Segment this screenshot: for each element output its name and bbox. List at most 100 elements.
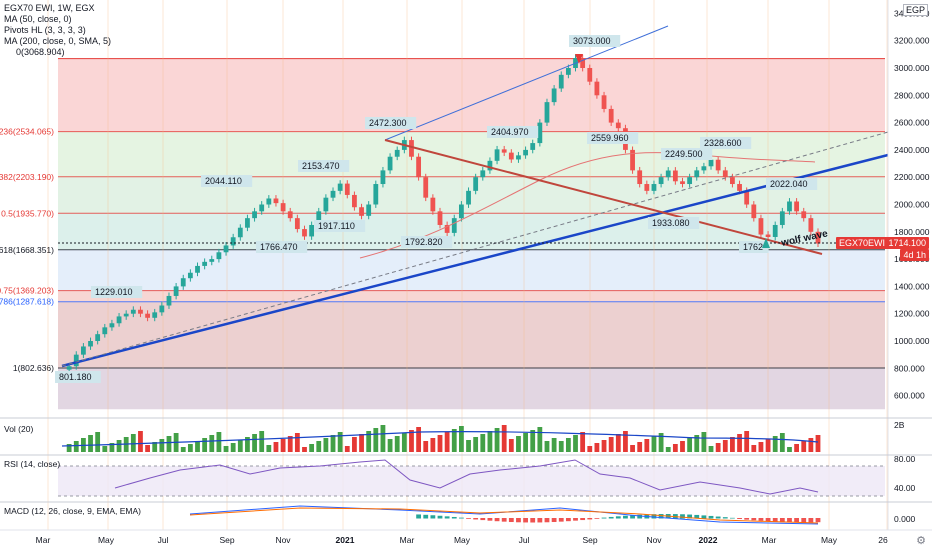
volume-bar: [216, 432, 222, 452]
volume-bar: [815, 435, 821, 452]
macd-hist-bar: [466, 518, 471, 519]
volume-bar: [88, 435, 93, 452]
candle-body: [337, 183, 343, 191]
macd-hist-bar: [651, 514, 657, 519]
settings-gear-icon[interactable]: ⚙: [916, 535, 926, 547]
macd-hist-bar: [680, 514, 685, 519]
candle-body: [309, 224, 315, 237]
pivots-legend[interactable]: Pivots HL (3, 3, 3, 3): [4, 25, 86, 35]
candle-body: [630, 149, 635, 171]
fib-level-label: 0.5(1935.770): [1, 208, 54, 218]
volume-bar: [715, 443, 721, 452]
candle-body: [130, 309, 136, 314]
pivot-label: 2472.300: [369, 118, 407, 128]
candle-body: [366, 204, 372, 216]
volume-bar: [558, 441, 564, 452]
volume-bar: [565, 438, 571, 452]
ma200-legend[interactable]: MA (200, close, 0, SMA, 5): [4, 36, 112, 46]
volume-bar: [316, 441, 322, 452]
candle-body: [116, 316, 122, 324]
time-axis-tick: 2022: [699, 535, 718, 545]
macd-hist-bar: [530, 518, 536, 523]
volume-bar: [116, 440, 122, 452]
macd-hist-bar: [794, 518, 800, 523]
rsi-label: RSI (14, close): [4, 459, 60, 469]
pivot-label: 2328.600: [704, 138, 742, 148]
macd-hist-bar: [787, 518, 792, 523]
up-arrow-icon: [762, 238, 770, 248]
candle-body: [644, 184, 650, 191]
pivot-label: 3073.000: [573, 36, 611, 46]
pivot-label-box: [201, 175, 253, 187]
fib-level-label: 1(802.636): [13, 363, 54, 373]
volume-bar: [416, 427, 422, 452]
candle-body: [544, 102, 550, 123]
volume-bar: [779, 433, 785, 452]
currency-badge[interactable]: EGP: [902, 4, 928, 16]
fib-zone: [58, 58, 885, 132]
candle-body: [758, 218, 764, 235]
pivot-label-box: [298, 160, 350, 172]
candle-body: [722, 170, 728, 178]
candle-body: [209, 259, 215, 262]
pivot-label: 1762: [743, 242, 763, 252]
volume-bar: [473, 437, 479, 452]
volume-bar: [801, 441, 807, 452]
volume-bar: [672, 444, 678, 452]
fib-zone: [58, 176, 885, 214]
volume-bar: [209, 435, 215, 452]
macd-hist-bar: [487, 518, 493, 521]
pivot-label-box: [661, 148, 713, 160]
candle-body: [416, 156, 422, 178]
candle-body: [259, 204, 265, 212]
ma50-legend[interactable]: MA (50, close, 0): [4, 14, 72, 24]
volume-bar: [287, 436, 293, 452]
macd-hist-bar: [801, 518, 807, 523]
volume-bar: [195, 441, 200, 452]
volume-bar: [530, 430, 536, 452]
volume-bar: [551, 438, 557, 452]
volume-bar: [394, 436, 400, 452]
time-axis-tick: Mar: [400, 535, 415, 545]
candle-body: [430, 197, 436, 212]
time-axis-tick: Sep: [582, 535, 597, 545]
pivot-label-box: [739, 241, 769, 253]
candle-body: [359, 207, 364, 216]
volume-bar: [187, 444, 193, 452]
volume-bar: [623, 431, 628, 452]
rsi-axis-tick: 80.00: [894, 454, 916, 464]
candle-body: [473, 177, 479, 191]
candle-body: [423, 177, 429, 198]
pivot-label-box: [766, 178, 818, 190]
candle-body: [730, 177, 735, 185]
macd-hist-bar: [416, 514, 422, 519]
macd-hist-bar: [437, 515, 443, 519]
volume-bar: [587, 446, 593, 452]
candle-body: [166, 295, 172, 306]
volume-bar: [66, 444, 72, 452]
macd-hist-bar: [637, 514, 643, 519]
macd-hist-bar: [458, 517, 464, 519]
candle-body: [159, 305, 165, 313]
macd-hist-bar: [587, 518, 593, 520]
time-axis-tick: Nov: [275, 535, 291, 545]
pivot-label-box: [55, 371, 101, 383]
candle-body: [530, 143, 536, 150]
volume-bar: [701, 432, 707, 452]
candle-body: [352, 194, 357, 208]
candle-body: [88, 341, 93, 347]
macd-hist-bar: [565, 518, 571, 522]
candle-body: [608, 108, 614, 123]
volume-bar: [109, 443, 115, 452]
candle-body: [587, 68, 593, 82]
macd-axis-tick: 0.000: [894, 514, 916, 524]
volume-bar: [751, 445, 757, 452]
candle-body: [715, 159, 721, 171]
volume-bar: [744, 431, 750, 452]
volume-bar: [259, 431, 265, 452]
price-axis-tick: 2400.000: [894, 145, 930, 155]
macd-hist-bar: [779, 518, 785, 523]
volume-bar: [687, 438, 693, 452]
candle-body: [801, 211, 807, 219]
